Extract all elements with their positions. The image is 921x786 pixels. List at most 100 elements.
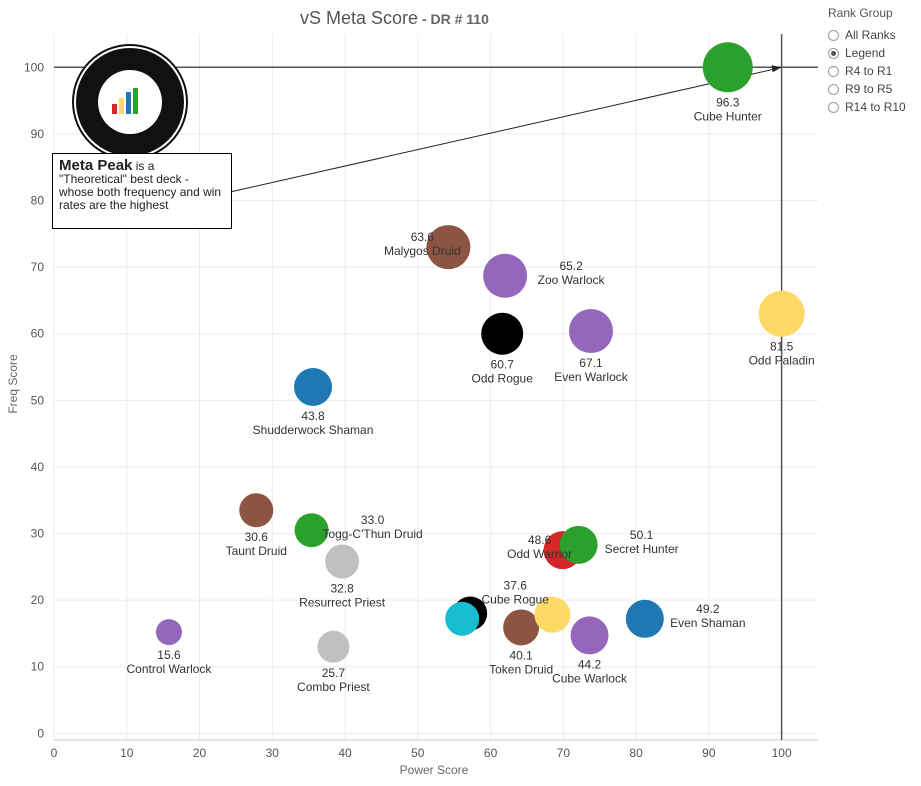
data-label-score: 48.6 (528, 533, 552, 547)
data-label-score: 65.2 (559, 259, 583, 273)
data-point (568, 309, 613, 354)
data-point (534, 596, 571, 633)
data-label-score: 37.6 (504, 578, 528, 592)
meta-peak-arrow (229, 68, 776, 193)
data-point (294, 368, 333, 406)
x-tick-label: 80 (629, 746, 643, 760)
y-tick-label: 80 (31, 194, 45, 208)
data-label-name: Odd Warrior (507, 547, 572, 561)
y-tick-label: 10 (31, 660, 45, 674)
data-label-name: Even Shaman (670, 616, 745, 630)
y-tick-label: 40 (31, 460, 45, 474)
legend-option-r14-to-r10[interactable]: R14 to R10 (828, 98, 906, 116)
legend-option-label: All Ranks (845, 28, 896, 42)
data-label-name: Resurrect Priest (299, 596, 386, 610)
y-tick-label: 20 (31, 593, 45, 607)
x-tick-label: 30 (266, 746, 280, 760)
x-tick-label: 20 (193, 746, 207, 760)
data-points (155, 42, 805, 663)
data-label-name: Zoo Warlock (538, 273, 606, 287)
data-point (294, 513, 329, 548)
data-point (317, 630, 350, 663)
data-label-name: Taunt Druid (226, 544, 287, 558)
data-label-name: Cube Rogue (482, 592, 550, 606)
x-tick-label: 70 (557, 746, 571, 760)
y-axis-label: Freq Score (6, 354, 20, 414)
legend-title: Rank Group (828, 6, 893, 20)
x-axis-label: Power Score (400, 763, 469, 777)
legend-option-label: R14 to R10 (845, 100, 906, 114)
legend-option-legend[interactable]: Legend (828, 44, 906, 62)
data-label-name: Odd Rogue (472, 372, 534, 386)
data-label-name: Cube Warlock (552, 671, 628, 685)
data-label-name: Combo Priest (297, 680, 370, 694)
x-tick-label: 40 (338, 746, 352, 760)
legend-option-r4-to-r1[interactable]: R4 to R1 (828, 62, 906, 80)
y-tick-label: 50 (31, 393, 45, 407)
chart-title: vS Meta Score - DR # 110 (300, 8, 489, 29)
rank-group-legend: Rank Group All Ranks Legend R4 to R1 R9 to … (828, 6, 906, 116)
x-tick-label: 90 (702, 746, 716, 760)
data-label-name: Secret Hunter (605, 542, 679, 556)
axes: 0 10 20 30 40 50 60 70 80 90 100 0 10 20 30 40 50 60 70 80 9… (24, 60, 818, 760)
data-point (483, 253, 528, 298)
data-point (155, 619, 182, 646)
y-tick-label: 100 (24, 60, 44, 74)
data-point (481, 312, 524, 355)
data-label-score: 30.6 (245, 530, 269, 544)
y-tick-label: 70 (31, 260, 45, 274)
data-point (239, 493, 274, 528)
data-label-name: Shudderwock Shaman (253, 423, 374, 437)
radio-icon[interactable] (828, 65, 839, 77)
x-tick-label: 100 (772, 746, 792, 760)
data-label-name: Token Druid (489, 662, 553, 676)
data-label-name: Malygos Druid (384, 244, 461, 258)
legend-option-r9-to-r5[interactable]: R9 to R5 (828, 80, 906, 98)
radio-icon[interactable] (828, 101, 839, 113)
data-label-score: 32.8 (330, 582, 354, 596)
data-label-score: 67.1 (579, 356, 603, 370)
chart-title-main: vS Meta Score (300, 8, 419, 28)
annotation-text: is a "Theoretical" best deck - whose bot… (59, 159, 222, 212)
data-label-score: 33.0 (361, 513, 385, 527)
radio-icon[interactable] (828, 83, 839, 95)
arrowhead-icon (771, 65, 782, 73)
data-point (702, 42, 753, 93)
data-label-score: 15.6 (157, 648, 181, 662)
data-point (445, 601, 480, 636)
data-point (758, 290, 805, 337)
legend-option-all-ranks[interactable]: All Ranks (828, 26, 906, 44)
data-reaper-logo (76, 48, 184, 156)
chart-title-sub: - DR # 110 (418, 11, 489, 27)
data-label-name: Cube Hunter (694, 109, 762, 123)
data-label-score: 60.7 (491, 358, 515, 372)
y-tick-label: 30 (31, 527, 45, 541)
data-point (625, 599, 664, 638)
data-label-name: Control Warlock (127, 662, 213, 676)
data-label-name: Even Warlock (554, 370, 629, 384)
data-point (503, 609, 540, 646)
data-label-score: 25.7 (322, 666, 346, 680)
data-label-score: 63.6 (411, 230, 435, 244)
data-label-score: 81.5 (770, 340, 794, 354)
data-label-score: 44.2 (578, 657, 602, 671)
radio-icon[interactable] (828, 29, 839, 41)
y-tick-label: 0 (37, 726, 44, 740)
data-point (325, 544, 360, 579)
data-label-name: Togg-C'Thun Druid (322, 527, 422, 541)
data-point (559, 525, 598, 564)
x-tick-label: 60 (484, 746, 498, 760)
x-tick-label: 50 (411, 746, 425, 760)
legend-option-label: R9 to R5 (845, 82, 893, 96)
y-tick-label: 90 (31, 127, 45, 141)
data-label-score: 49.2 (696, 602, 720, 616)
data-label-score: 43.8 (301, 409, 325, 423)
y-tick-label: 60 (31, 327, 45, 341)
logo-bars (112, 88, 148, 114)
legend-option-label: R4 to R1 (845, 64, 893, 78)
radio-icon[interactable] (828, 47, 839, 59)
annotation-bold: Meta Peak (59, 157, 133, 174)
data-point (570, 616, 609, 655)
